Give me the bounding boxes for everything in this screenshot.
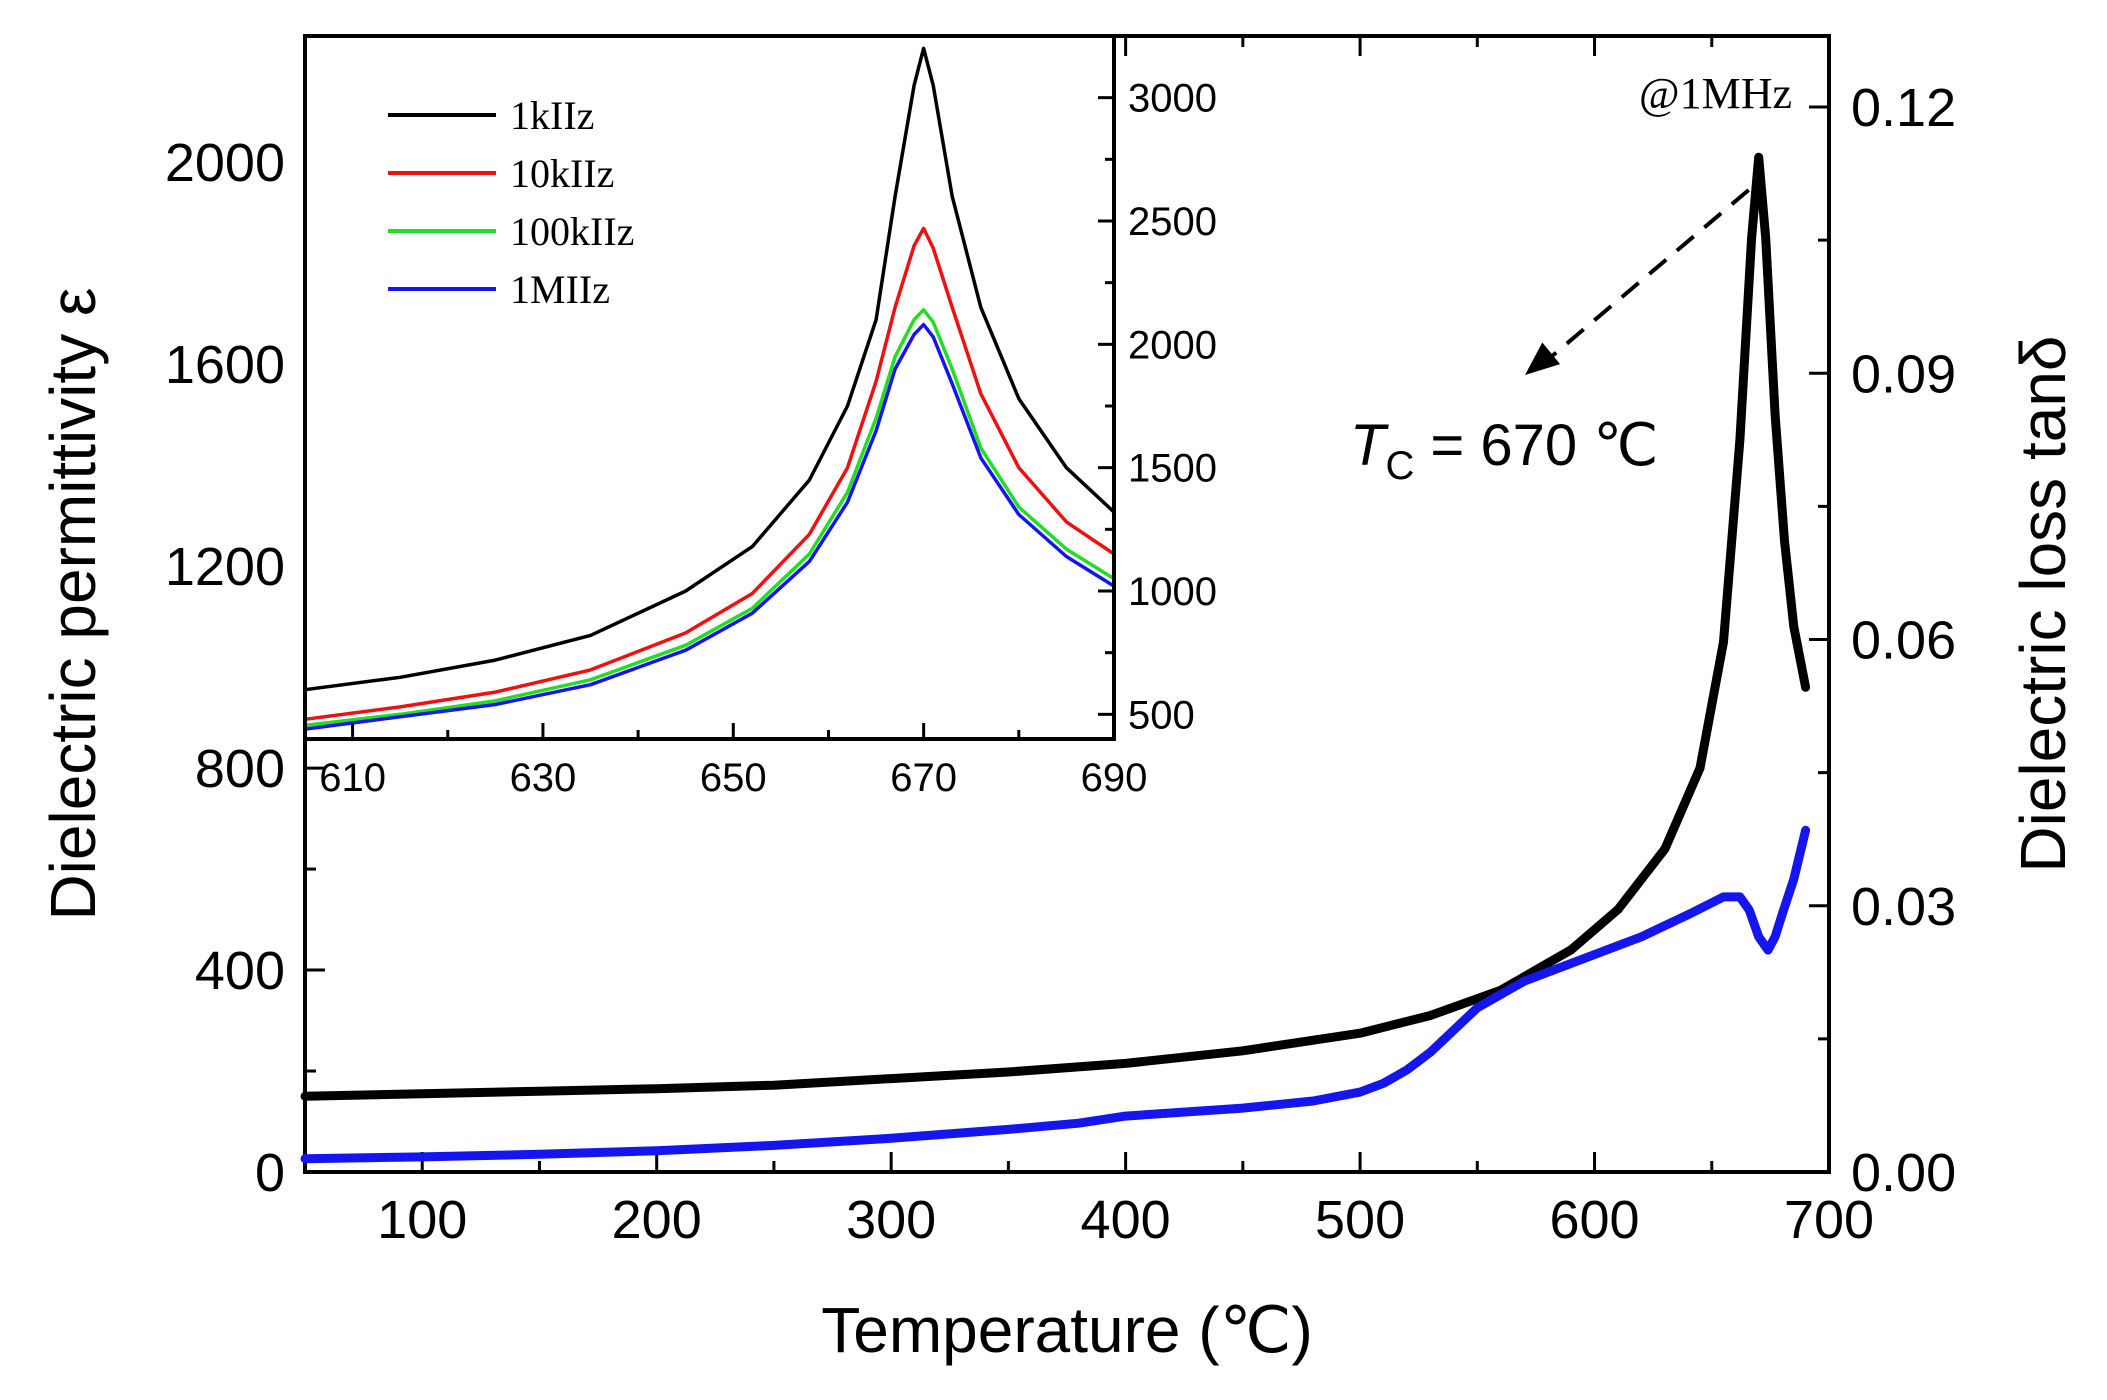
x-tick-label: 200 — [612, 1190, 702, 1250]
inset-x-tick-label: 670 — [890, 756, 957, 800]
y-right-tick-label: 0.00 — [1851, 1143, 1956, 1203]
curie-value: = 670 ℃ — [1430, 413, 1658, 478]
inset-x-tick-label: 690 — [1081, 756, 1148, 800]
y-right-tick-label: 0.12 — [1851, 78, 1956, 138]
main-series-group — [300, 152, 1811, 1164]
inset-y-tick-label: 2500 — [1128, 200, 1217, 244]
curie-label: TC = 670 ℃ — [1350, 413, 1658, 488]
y-left-tick-label: 1200 — [165, 537, 285, 597]
inset-y-tick-label: 2000 — [1128, 323, 1217, 367]
y-left-tick-label: 0 — [255, 1143, 285, 1203]
y-right-tick-label: 0.03 — [1851, 877, 1956, 937]
inset-y-tick-label: 1500 — [1128, 447, 1217, 491]
legend-label: 100kIIz — [510, 209, 634, 254]
main-left-y-axis: 0 400 800 1200 1600 2000 — [165, 59, 325, 1203]
inset-line-100khz — [303, 308, 1116, 728]
x-tick-label: 100 — [377, 1190, 467, 1250]
inset-x-tick-label: 630 — [510, 756, 577, 800]
main-right-y-axis: 0.00 0.03 0.06 0.09 0.12 — [1809, 78, 1956, 1203]
x-tick-label: 300 — [846, 1190, 936, 1250]
inset-series-group — [303, 46, 1116, 731]
x-tick-label: 600 — [1549, 1190, 1639, 1250]
inset-x-tick-label: 610 — [319, 756, 386, 800]
loss-tangent-line — [300, 825, 1811, 1164]
curie-temperature-annotation: TC = 670 ℃ — [1350, 188, 1750, 488]
inset-y-tick-label: 500 — [1128, 693, 1195, 737]
y-left-tick-label: 2000 — [165, 133, 285, 193]
y-right-tick-label: 0.06 — [1851, 611, 1956, 671]
right-y-axis-title: Dielectric loss tanδ — [2007, 335, 2079, 872]
x-tick-label: 500 — [1315, 1190, 1405, 1250]
inset-legend: 1kIIz 10kIIz 100kIIz 1MIIz — [388, 93, 634, 312]
curie-arrow-head — [1525, 342, 1561, 375]
curie-arrow-line — [1543, 188, 1750, 364]
inset-line-1mhz — [303, 322, 1116, 731]
left-y-axis-title: Dielectric permittivity ε — [37, 287, 109, 920]
x-axis-title: Temperature (℃) — [821, 1294, 1313, 1366]
y-right-tick-label: 0.09 — [1851, 344, 1956, 404]
x-tick-label: 700 — [1784, 1190, 1874, 1250]
legend-label: 1MIIz — [510, 267, 610, 312]
inset-y-tick-label: 3000 — [1128, 77, 1217, 121]
inset-y-tick-label: 1000 — [1128, 570, 1217, 614]
y-left-tick-label: 1600 — [165, 335, 285, 395]
inset-x-tick-label: 650 — [700, 756, 767, 800]
curie-subscript: C — [1385, 444, 1414, 488]
inset-line-1khz — [303, 46, 1116, 692]
frequency-annotation: @1MHz — [1639, 69, 1792, 118]
inset-y-axis: 500 1000 1500 2000 2500 3000 — [1098, 77, 1217, 737]
inset-x-axis: 610 630 650 670 690 — [319, 723, 1147, 800]
legend-label: 1kIIz — [510, 93, 594, 138]
curie-symbol: T — [1350, 413, 1389, 478]
inset-frame — [303, 34, 1116, 741]
x-tick-label: 400 — [1081, 1190, 1171, 1250]
permittivity-line — [300, 152, 1811, 1101]
legend-label: 10kIIz — [510, 151, 614, 196]
y-left-tick-label: 800 — [195, 739, 285, 799]
y-left-tick-label: 400 — [195, 941, 285, 1001]
inset-line-10khz — [303, 226, 1116, 722]
